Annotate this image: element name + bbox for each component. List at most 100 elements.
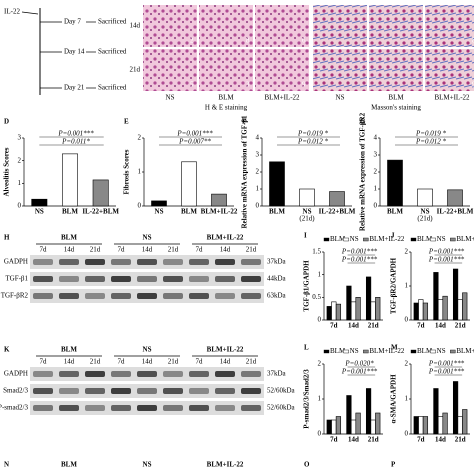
- annotation: P=0.019 *: [297, 130, 328, 138]
- bar: [346, 395, 352, 435]
- y-tick-label: 1: [405, 282, 409, 290]
- y-tick-label: 0.5: [312, 293, 321, 301]
- band: [137, 293, 157, 299]
- row-label: Smad2/3: [3, 387, 28, 395]
- day: Day 14: [64, 48, 85, 56]
- y-tick-label: 1: [318, 395, 322, 403]
- bar: [181, 161, 197, 207]
- bar: [433, 272, 439, 321]
- y-tick-label: 0: [318, 316, 322, 324]
- day: Day 7: [64, 18, 81, 26]
- group-label: BLM+IL-22: [207, 461, 244, 469]
- x-axis-label: (21d): [299, 215, 315, 223]
- group-label: BLM+IL-22: [264, 94, 300, 102]
- x-tick-label: IL-22+BLM: [437, 208, 474, 216]
- result: Sacrificed: [98, 84, 127, 92]
- band: [163, 388, 183, 394]
- bar: [350, 419, 357, 435]
- agent: IL-22: [4, 8, 20, 16]
- group-label: BLM+IL-22: [434, 94, 470, 102]
- band: [241, 388, 261, 394]
- bar: [442, 412, 448, 435]
- y-axis-label: Alveolitis Scores: [3, 147, 11, 196]
- bar: [329, 191, 345, 207]
- band: [137, 371, 157, 377]
- legend-entry: NS: [437, 347, 446, 355]
- band: [241, 276, 261, 282]
- bar: [375, 412, 381, 435]
- lane-label: 7d: [196, 358, 204, 366]
- micrograph: [313, 49, 367, 91]
- band: [241, 405, 261, 411]
- panel-number: 5: [190, 81, 194, 89]
- group-label: BLM: [61, 346, 77, 354]
- x-tick-label: NS: [303, 208, 312, 216]
- row-label: GADPH: [4, 370, 28, 378]
- bar: [452, 381, 459, 435]
- x-tick-label: IL-22+BLM: [82, 208, 119, 216]
- group-label: BLM: [61, 234, 77, 242]
- y-tick-label: 3: [18, 134, 22, 142]
- bar: [92, 179, 109, 207]
- x-tick-label: 21d: [455, 436, 466, 444]
- bar: [457, 299, 463, 321]
- group-label: NS: [143, 234, 152, 242]
- bar: [462, 292, 468, 321]
- row-label: GADPH: [4, 258, 28, 266]
- y-axis-label: TGF-β1/GAPDH: [303, 260, 311, 312]
- bar: [211, 193, 227, 207]
- bar: [433, 388, 439, 435]
- annotation: P=0.001***: [341, 256, 378, 264]
- band: [111, 259, 131, 265]
- micrograph: [143, 49, 197, 91]
- micrograph: [369, 49, 423, 91]
- band: [59, 259, 79, 265]
- size-label: 44kDa: [267, 275, 287, 283]
- result: Sacrificed: [98, 18, 127, 26]
- y-tick-label: 1: [405, 395, 409, 403]
- y-tick-label: 1: [256, 185, 260, 193]
- lane-label: 14d: [64, 246, 75, 254]
- band: [189, 259, 209, 265]
- y-axis-label: Relative mRNA expression of TGF-βR2: [359, 112, 367, 231]
- bar: [462, 409, 468, 435]
- y-tick-label: 0: [138, 202, 142, 210]
- bar: [447, 189, 463, 207]
- group-label: NS: [166, 94, 175, 102]
- y-tick-label: 3: [374, 151, 378, 159]
- caption: Masson's staining: [371, 104, 421, 112]
- band: [189, 293, 209, 299]
- micrograph: [313, 5, 367, 47]
- bar: [326, 419, 332, 435]
- y-tick-label: 2: [374, 168, 378, 176]
- bar: [422, 416, 429, 435]
- x-tick-label: BLM: [387, 208, 403, 216]
- lane-label: 14d: [220, 358, 231, 366]
- y-tick-label: 4: [256, 134, 260, 142]
- lane-label: 7d: [196, 246, 204, 254]
- x-tick-label: BLM: [181, 208, 197, 216]
- panel-letter: L: [304, 344, 309, 352]
- result: Sacrificed: [98, 48, 127, 56]
- y-tick-label: 1: [18, 179, 22, 187]
- y-tick-label: 1.5: [312, 248, 321, 256]
- panel-letter: E: [124, 118, 129, 126]
- panel-letter: P: [391, 461, 396, 469]
- x-tick-label: BLM: [269, 208, 285, 216]
- lane-label: 14d: [220, 246, 231, 254]
- band: [111, 293, 131, 299]
- annotation: P=0.001***: [341, 368, 378, 376]
- x-tick-label: BLM+IL-22: [201, 208, 238, 216]
- bar: [151, 200, 167, 207]
- annotation: P=0.011*: [61, 138, 90, 146]
- band: [111, 371, 131, 377]
- band: [33, 293, 53, 299]
- bar: [299, 188, 315, 207]
- y-tick-label: 2: [405, 248, 409, 256]
- panel-letter: K: [4, 346, 10, 354]
- legend-entry: BLM: [417, 347, 433, 355]
- size-label: 52/60kDa: [267, 387, 296, 395]
- band: [189, 371, 209, 377]
- group-label: NS: [143, 461, 152, 469]
